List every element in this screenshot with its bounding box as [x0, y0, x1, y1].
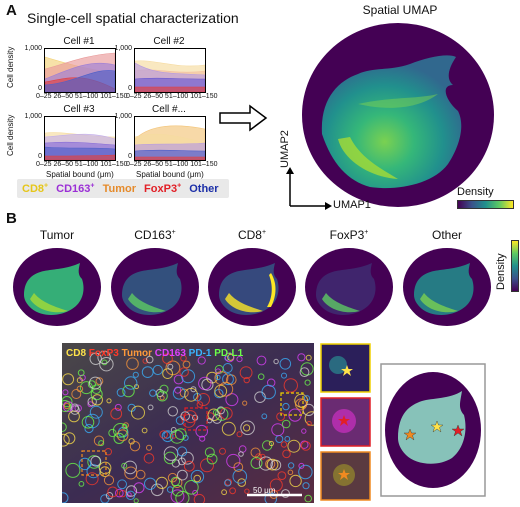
- ytick-top: 1,000: [24, 113, 42, 120]
- panel-letter-a: A: [6, 2, 17, 19]
- ytick-top: 1,000: [114, 45, 132, 52]
- ytick-top: 1,000: [114, 113, 132, 120]
- density-map-2: [111, 248, 199, 326]
- channel-cd8: CD8: [66, 348, 87, 359]
- density-map-title-3: CD8+: [237, 228, 267, 242]
- umap1-label: UMAP1: [333, 199, 371, 211]
- density-colorbar-a: [457, 200, 514, 209]
- channel-tumor: Tumor: [121, 348, 152, 359]
- umap-with-star-locations: [380, 363, 486, 497]
- channel-pdl1: PD-L1: [214, 348, 244, 359]
- star-orange-icon: [338, 469, 350, 480]
- spatial-bound-xlabel: Spatial bound (μm): [136, 170, 204, 179]
- outline-arrow-icon: [219, 104, 268, 132]
- cell-density-plot-4: [134, 116, 206, 161]
- density-colorbar-b: [511, 240, 519, 292]
- legend-other: Other: [189, 182, 219, 195]
- density-map-title-5: Other: [431, 228, 462, 242]
- umap2-label: UMAP2: [279, 130, 291, 168]
- xtick-labels: 0–25 26–50 51–100 101–150: [126, 93, 218, 100]
- star-red-marker-icon: [451, 424, 465, 437]
- star-red-icon: [338, 415, 350, 426]
- density-label-b: Density: [495, 253, 507, 290]
- zoom-insets: [320, 343, 371, 501]
- star-orange-marker-icon: [403, 428, 417, 441]
- cell-density-ylabel: Cell density: [6, 114, 15, 156]
- legend-cd163: CD163+: [56, 182, 95, 195]
- xtick-labels: 0–25 26–50 51–100 101–150: [36, 93, 128, 100]
- legend-foxp3: FoxP3+: [144, 182, 182, 195]
- scalebar-label: 50 μm: [253, 486, 276, 495]
- ytick-bottom: 0: [128, 153, 132, 160]
- star-yellow-icon: [341, 365, 353, 376]
- density-map-3: [208, 248, 296, 326]
- cell-density-plot-2: [134, 48, 206, 93]
- ytick-top: 1,000: [24, 45, 42, 52]
- cell-density-plot-1: [44, 48, 116, 93]
- spatial-umap-plot: [302, 23, 494, 207]
- umap-axes: [286, 167, 332, 210]
- density-map-title-2: CD163+: [134, 228, 176, 242]
- channel-cd163: CD163: [154, 348, 186, 359]
- umap-title: Spatial UMAP: [362, 3, 438, 17]
- legend-cd8: CD8+: [22, 182, 49, 195]
- multiplex-microscopy-image: [62, 343, 314, 503]
- star-yellow-marker-icon: [430, 420, 444, 433]
- cell-title-1: Cell #1: [63, 36, 95, 47]
- ytick-bottom: 0: [38, 85, 42, 92]
- xtick-labels: 0–25 26–50 51–100 101–150: [36, 161, 128, 168]
- ytick-bottom: 0: [38, 153, 42, 160]
- cell-title-4: Cell #...: [152, 104, 186, 115]
- xtick-labels: 0–25 26–50 51–100 101–150: [126, 161, 218, 168]
- density-map-4: [305, 248, 393, 326]
- cell-type-legend: CD8+ CD163+ Tumor FoxP3+ Other: [17, 179, 229, 198]
- channel-pd1: PD-1: [188, 348, 212, 359]
- density-map-title-4: FoxP3+: [329, 228, 369, 242]
- cell-density-ylabel: Cell density: [6, 46, 15, 88]
- density-map-5: [403, 248, 491, 326]
- cell-title-2: Cell #2: [153, 36, 185, 47]
- cell-title-3: Cell #3: [63, 104, 95, 115]
- density-map-title-1: Tumor: [39, 228, 75, 242]
- panel-a-title: Single-cell spatial characterization: [27, 10, 239, 26]
- legend-tumor: Tumor: [102, 182, 136, 195]
- ytick-bottom: 0: [128, 85, 132, 92]
- channel-foxp3: FoxP3: [88, 348, 119, 359]
- density-label-a: Density: [457, 186, 494, 198]
- panel-letter-b: B: [6, 210, 17, 227]
- density-map-1: [13, 248, 101, 326]
- spatial-bound-xlabel: Spatial bound (μm): [46, 170, 114, 179]
- channel-legend: CD8 FoxP3 Tumor CD163 PD-1 PD-L1: [66, 348, 243, 359]
- cell-density-plot-3: [44, 116, 116, 161]
